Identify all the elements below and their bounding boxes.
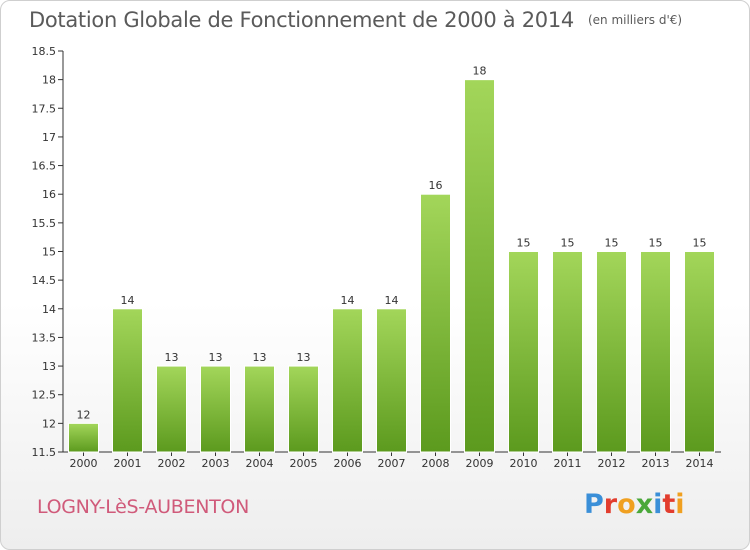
bar-2004 (244, 365, 275, 453)
y-tick-label: 15 (42, 246, 56, 259)
bar-2012 (596, 251, 627, 453)
y-axis: 11.5 12 12.5 13 13.5 14 14.5 15 15.5 16 16.5 17 17.5… (32, 45, 64, 459)
bars (68, 79, 715, 453)
chart-subtitle: (en milliers d'€) (587, 13, 683, 27)
bar-2002 (156, 365, 187, 453)
logo-letter: i (675, 489, 685, 520)
x-tick-label-2009: 2009 (466, 457, 494, 470)
data-label-2001: 14 (121, 294, 135, 307)
bar-2006 (332, 308, 363, 453)
data-label-2011: 15 (561, 237, 575, 250)
bar-2014 (684, 251, 715, 453)
data-label-2009: 18 (473, 65, 487, 78)
x-tick-label-2008: 2008 (422, 457, 450, 470)
x-tick-label-2007: 2007 (378, 457, 406, 470)
commune-name: LOGNY-LèS-AUBENTON (37, 496, 249, 518)
data-label-2003: 13 (209, 351, 223, 364)
bar-2008 (420, 193, 451, 453)
y-tick-label: 12 (42, 417, 56, 430)
y-tick-label: 11.5 (32, 446, 57, 459)
y-tick-label: 12.5 (32, 389, 57, 402)
data-label-2004: 13 (253, 351, 267, 364)
bar-2000 (68, 422, 99, 453)
logo-letter: o (617, 489, 636, 520)
x-tick-label-2000: 2000 (70, 457, 98, 470)
x-tick-label-2004: 2004 (246, 457, 274, 470)
logo-letter: t (662, 489, 676, 520)
x-tick-label-2014: 2014 (686, 457, 714, 470)
data-label-2007: 14 (385, 294, 399, 307)
data-labels: 12 14 13 13 13 13 14 14 16 18 15 15 15 15 15 (77, 65, 707, 422)
x-tick-label-2006: 2006 (334, 457, 362, 470)
data-label-2006: 14 (341, 294, 355, 307)
bar-2005 (288, 365, 319, 453)
data-label-2000: 12 (77, 408, 91, 421)
data-label-2012: 15 (605, 237, 619, 250)
y-tick-label: 17 (42, 131, 56, 144)
y-tick-label: 14 (42, 303, 56, 316)
x-tick-label-2002: 2002 (158, 457, 186, 470)
data-label-2010: 15 (517, 237, 531, 250)
data-label-2013: 15 (649, 237, 663, 250)
y-tick-label: 13 (42, 360, 56, 373)
data-label-2005: 13 (297, 351, 311, 364)
y-tick-label: 13.5 (32, 331, 57, 344)
x-tick-label-2013: 2013 (642, 457, 670, 470)
proxiti-logo[interactable]: Proxiti (584, 489, 685, 520)
bar-2013 (640, 251, 671, 453)
x-tick-label-2012: 2012 (598, 457, 626, 470)
y-tick-label: 16 (42, 188, 56, 201)
data-label-2002: 13 (165, 351, 179, 364)
data-label-2014: 15 (693, 237, 707, 250)
logo-letter: P (584, 489, 604, 520)
logo-letter: r (603, 489, 618, 520)
x-axis: 2000 2001 2002 2003 2004 2005 2006 2007 2008 2009… (63, 451, 721, 470)
logo-letter: x (635, 489, 654, 520)
x-tick-label-2003: 2003 (202, 457, 230, 470)
bar-2010 (508, 251, 539, 453)
y-tick-label: 18.5 (32, 45, 57, 58)
y-tick-label: 14.5 (32, 274, 57, 287)
x-tick-label-2011: 2011 (554, 457, 582, 470)
bar-2003 (200, 365, 231, 453)
chart-title: Dotation Globale de Fonctionnement de 20… (29, 8, 574, 32)
logo-letter: i (653, 489, 663, 520)
y-tick-label: 17.5 (32, 102, 57, 115)
title-row: Dotation Globale de Fonctionnement de 20… (29, 8, 682, 32)
x-tick-label-2001: 2001 (114, 457, 142, 470)
bar-2001 (112, 308, 143, 453)
x-tick-label-2005: 2005 (290, 457, 318, 470)
x-tick-label-2010: 2010 (510, 457, 538, 470)
y-tick-label: 16.5 (32, 160, 57, 173)
bar-2011 (552, 251, 583, 453)
y-tick-label: 18 (42, 74, 56, 87)
bar-2009 (464, 79, 495, 453)
bar-2007 (376, 308, 407, 453)
data-label-2008: 16 (429, 179, 443, 192)
y-tick-label: 15.5 (32, 217, 57, 230)
